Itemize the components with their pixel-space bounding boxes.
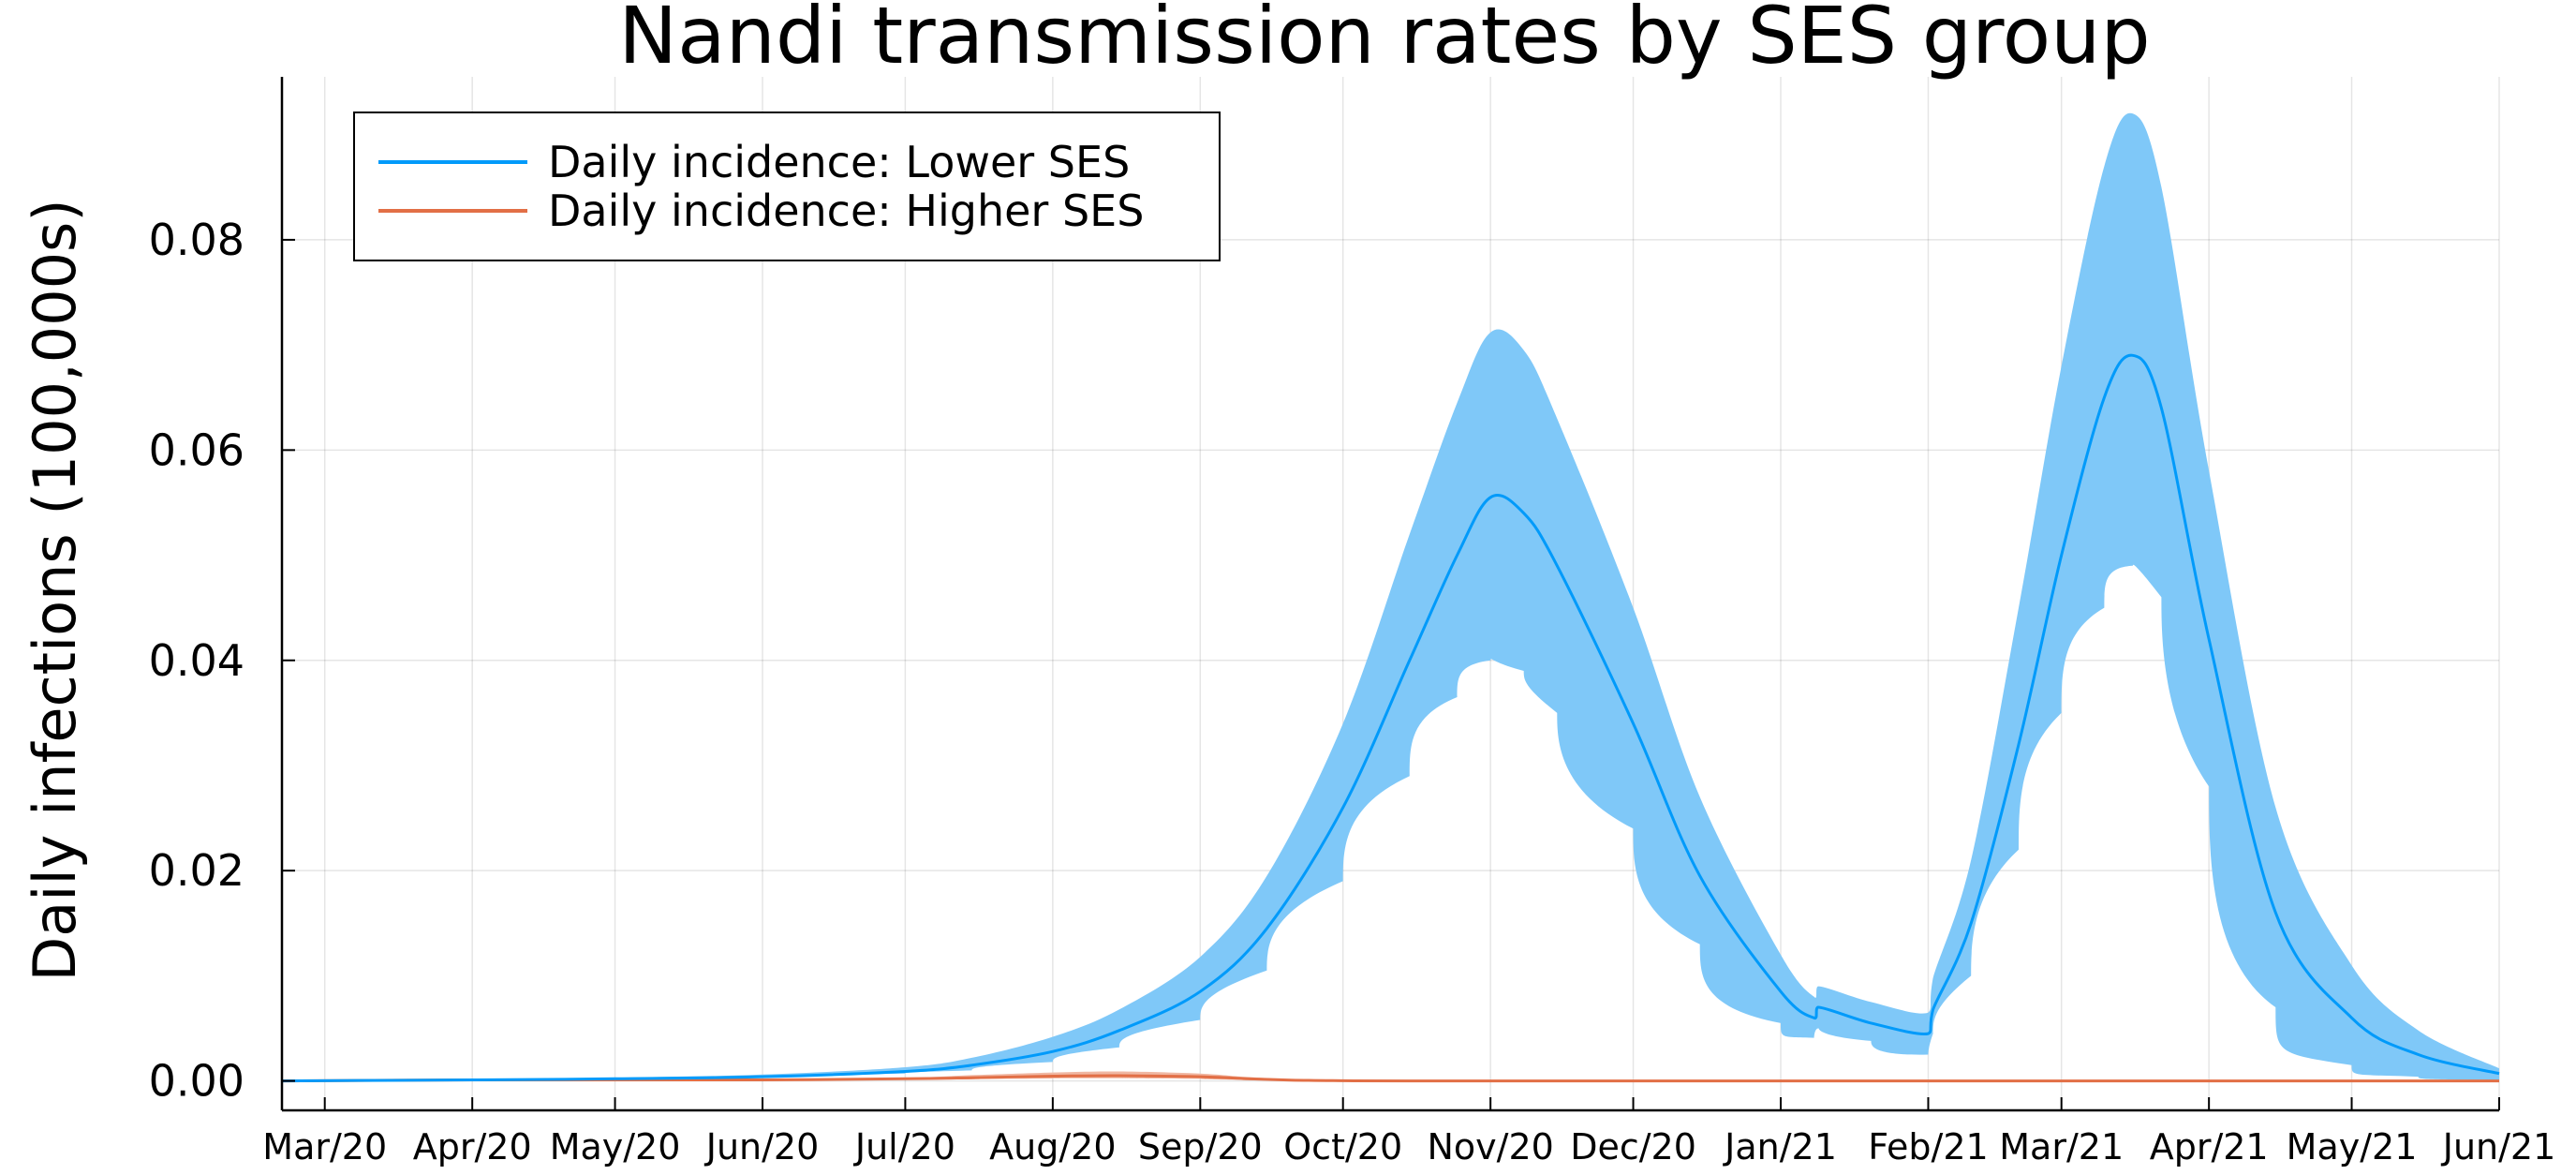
x-tick-label: Apr/20 bbox=[413, 1126, 532, 1168]
series-lines bbox=[281, 353, 2500, 1083]
x-tick-labels: Mar/20 Apr/20 May/20 Jun/20 Jul/20 Aug/20 Sep/… bbox=[262, 1126, 2555, 1168]
x-tick-label: Jun/21 bbox=[2441, 1126, 2556, 1168]
chart-title: Nandi transmission rates by SES group bbox=[618, 0, 2150, 82]
y-tick-label: 0.02 bbox=[149, 845, 244, 896]
x-tick-label: Feb/21 bbox=[1868, 1126, 1988, 1168]
series-line-lower-ses bbox=[281, 353, 2500, 1083]
x-tick-label: Jan/21 bbox=[1723, 1126, 1837, 1168]
legend-label-higher-ses: Daily incidence: Higher SES bbox=[548, 186, 1144, 236]
legend-box bbox=[353, 112, 1221, 261]
axes bbox=[280, 77, 2500, 1112]
y-tick-labels: 0.00 0.02 0.04 0.06 0.08 bbox=[149, 215, 244, 1107]
y-tick-label: 0.00 bbox=[149, 1056, 244, 1107]
x-tick-label: Jul/20 bbox=[853, 1126, 955, 1168]
x-tick-label: Mar/20 bbox=[262, 1126, 387, 1168]
x-tick-label: Oct/20 bbox=[1283, 1126, 1402, 1168]
y-axis-label: Daily infections (100,000s) bbox=[21, 199, 89, 981]
x-tick-label: Dec/20 bbox=[1570, 1126, 1696, 1168]
x-tick-label: Aug/20 bbox=[989, 1126, 1116, 1168]
x-tick-label: Apr/21 bbox=[2150, 1126, 2269, 1168]
y-tick-label: 0.04 bbox=[149, 635, 244, 686]
confidence-band-lower-ses bbox=[282, 112, 2499, 1081]
x-tick-label: May/20 bbox=[550, 1126, 681, 1168]
legend-label-lower-ses: Daily incidence: Lower SES bbox=[548, 137, 1130, 187]
legend: Daily incidence: Lower SES Daily inciden… bbox=[353, 112, 1221, 261]
y-tick-label: 0.06 bbox=[149, 424, 244, 475]
y-tick-label: 0.08 bbox=[149, 215, 244, 265]
x-tick-label: Nov/20 bbox=[1428, 1126, 1554, 1168]
x-tick-label: Mar/21 bbox=[1999, 1126, 2124, 1168]
x-tick-label: May/21 bbox=[2287, 1126, 2418, 1168]
x-tick-label: Jun/20 bbox=[704, 1126, 820, 1168]
x-tick-label: Sep/20 bbox=[1138, 1126, 1263, 1168]
